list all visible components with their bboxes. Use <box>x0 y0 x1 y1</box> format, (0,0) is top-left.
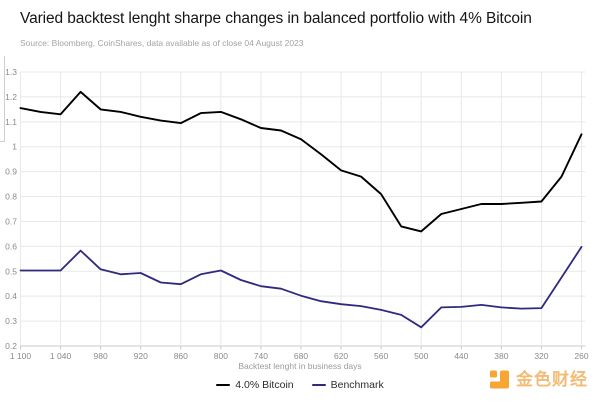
y-tick-label: 1.3 <box>5 67 17 77</box>
x-tick-label: 1 100 <box>10 351 32 361</box>
y-tick-label: 0.4 <box>5 291 17 301</box>
x-tick-label: 920 <box>134 351 148 361</box>
chart-title: Varied backtest lenght sharpe changes in… <box>20 10 532 27</box>
legend-item-benchmark[interactable]: Benchmark <box>311 379 384 391</box>
x-tick-label: 1 040 <box>50 351 72 361</box>
jinse-finance-watermark: 金色财经 <box>488 368 588 391</box>
y-tick-label: 0.8 <box>5 192 17 202</box>
benchmark-line-swatch <box>311 384 326 386</box>
y-tick-label: 0.6 <box>5 241 17 251</box>
jinse-logo-icon <box>490 370 509 389</box>
x-tick-label: 440 <box>454 351 468 361</box>
x-tick-label: 860 <box>174 351 188 361</box>
x-tick-label: 800 <box>214 351 228 361</box>
x-tick-label: 740 <box>254 351 268 361</box>
x-tick-label: 620 <box>334 351 348 361</box>
x-tick-label: 980 <box>94 351 108 361</box>
benchmark-series-line[interactable] <box>19 245 583 329</box>
y-tick-label: 0.5 <box>5 266 17 276</box>
chart-legend: 4.0% Bitcoin Benchmark <box>0 376 600 394</box>
x-tick-label: 560 <box>374 351 388 361</box>
chart-source: Source: Bloomberg, CoinShares, data avai… <box>20 38 304 48</box>
jinse-logo-text: 金色财经 <box>516 370 588 389</box>
x-tick-label: 380 <box>494 351 508 361</box>
x-axis-title: Backtest lenght in business days <box>238 361 362 371</box>
bitcoin-line-swatch <box>216 384 231 386</box>
y-tick-label: 1 <box>12 142 17 152</box>
axis-frame-artifact <box>0 56 5 142</box>
y-tick-label: 0.2 <box>5 341 17 351</box>
x-tick-label: 500 <box>414 351 428 361</box>
x-tick-label: 320 <box>534 351 548 361</box>
legend-label-benchmark: Benchmark <box>330 379 384 391</box>
y-tick-label: 1.2 <box>5 92 17 102</box>
y-tick-label: 0.9 <box>5 167 17 177</box>
y-tick-label: 0.7 <box>5 216 17 226</box>
bitcoin-series-line[interactable] <box>19 90 583 233</box>
y-tick-label: 1.1 <box>5 117 17 127</box>
x-tick-label: 260 <box>574 351 588 361</box>
x-tick-label: 680 <box>294 351 308 361</box>
y-tick-label: 0.3 <box>5 316 17 326</box>
legend-label-bitcoin: 4.0% Bitcoin <box>235 379 294 391</box>
legend-item-bitcoin[interactable]: 4.0% Bitcoin <box>216 379 294 391</box>
